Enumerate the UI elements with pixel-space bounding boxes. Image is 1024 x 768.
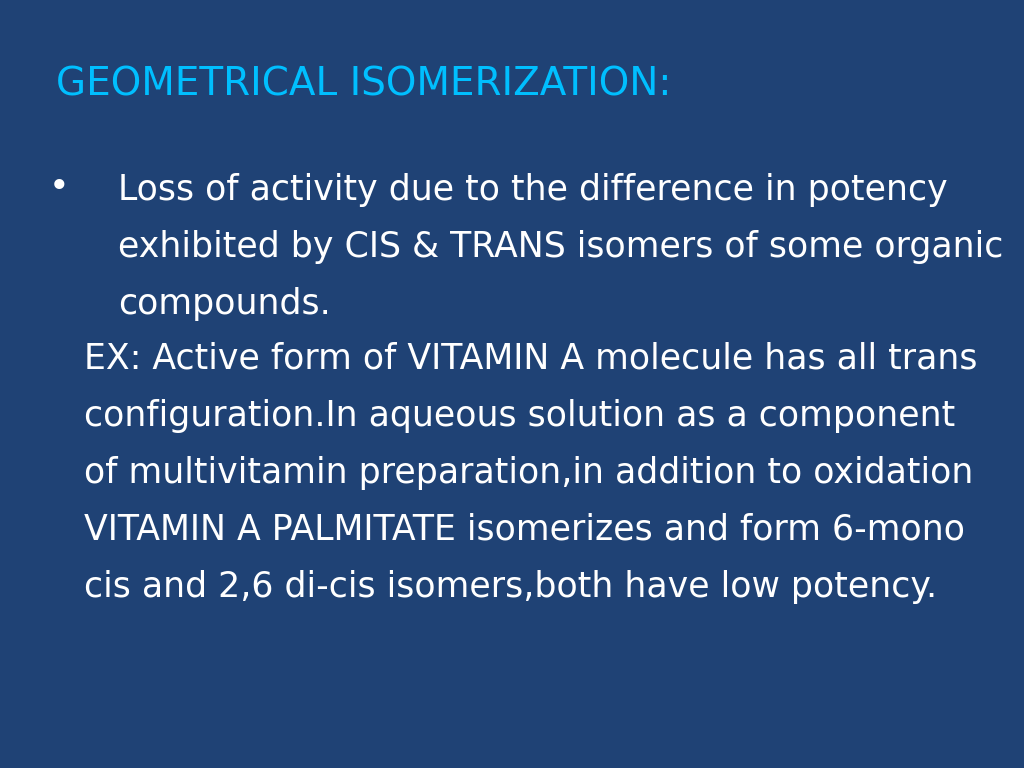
Text: EX: Active form of VITAMIN A molecule has all trans
configuration.In aqueous sol: EX: Active form of VITAMIN A molecule ha… bbox=[84, 342, 978, 604]
Text: •: • bbox=[49, 170, 70, 204]
Text: GEOMETRICAL ISOMERIZATION:: GEOMETRICAL ISOMERIZATION: bbox=[56, 65, 672, 103]
Text: Loss of activity due to the difference in potency
exhibited by CIS & TRANS isome: Loss of activity due to the difference i… bbox=[118, 173, 1004, 321]
